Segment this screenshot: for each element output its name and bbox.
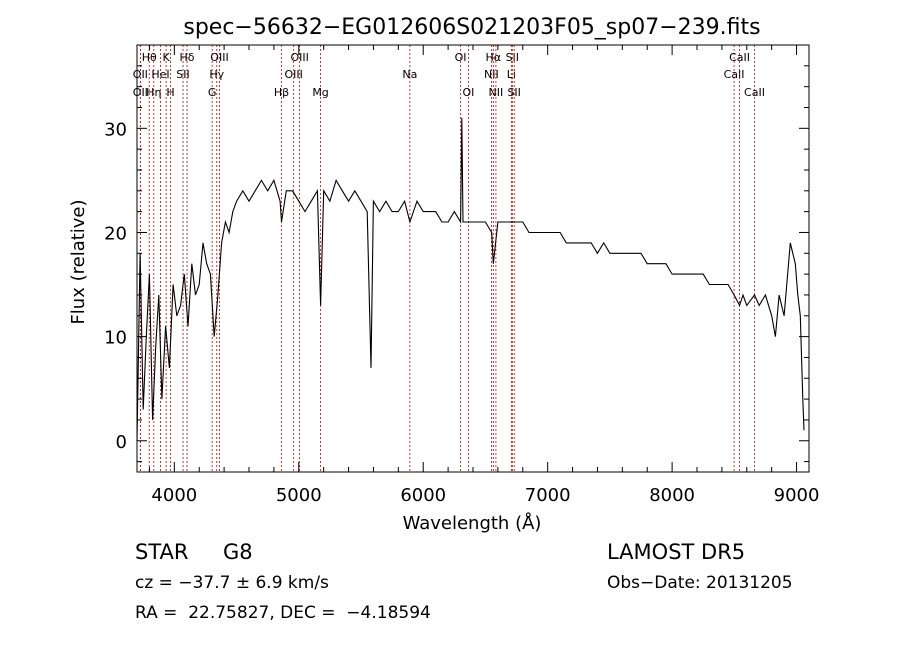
line-label: CaII [744, 86, 765, 99]
line-label: OIII [290, 51, 308, 64]
x-tick-label: 9000 [774, 485, 820, 506]
line-label: Hα [486, 51, 502, 64]
x-tick-label: 8000 [649, 485, 695, 506]
line-label: SII [507, 86, 520, 99]
y-tick-label: 10 [104, 328, 127, 349]
line-label: H [166, 86, 174, 99]
line-label: Li [507, 68, 516, 81]
x-tick-label: 4000 [151, 485, 197, 506]
line-label: NII [484, 68, 499, 81]
observation-date: Obs−Date: 20131205 [607, 573, 793, 593]
line-label: CaII [724, 68, 745, 81]
line-label: OIII [284, 68, 302, 81]
line-label: SII [176, 68, 189, 81]
plot-frame [136, 44, 810, 473]
spectral-line-markers: OIIOIIHθHηHeIKHSIIHδGHγOIIIHβOIIIOIIIMgN… [133, 45, 765, 472]
line-label: Mg [312, 86, 328, 99]
coordinates: RA = 22.75827, DEC = −4.18594 [135, 603, 431, 623]
line-label: OI [462, 86, 474, 99]
line-label: NII [489, 86, 504, 99]
line-label: SII [506, 51, 519, 64]
line-label: OIII [210, 51, 228, 64]
data-release: LAMOST DR5 [607, 540, 746, 564]
x-tick-label: 5000 [276, 485, 322, 506]
line-label: Hβ [274, 86, 289, 99]
line-label: Hθ [142, 51, 157, 64]
line-label: G [208, 86, 217, 99]
axes: 4000 5000 6000 7000 8000 9000 0 10 20 30 [104, 45, 819, 506]
object-class: STAR [135, 540, 189, 564]
line-label: CaII [729, 51, 750, 64]
object-subclass: G8 [223, 540, 253, 564]
line-label: Hη [146, 86, 161, 99]
y-tick-label: 20 [104, 223, 127, 244]
line-label: HeI [151, 68, 169, 81]
spectrum-series [136, 117, 805, 441]
y-tick-label: 0 [116, 432, 127, 453]
chart-title: spec−56632−EG012606S021203F05_sp07−239.f… [183, 15, 760, 40]
x-axis-label: Wavelength (Å) [403, 512, 542, 534]
line-label: OI [455, 51, 467, 64]
line-label: Hδ [180, 51, 195, 64]
line-label: OII [133, 68, 148, 81]
redshift-readout: cz = −37.7 ± 6.9 km/s [135, 573, 329, 593]
y-tick-label: 30 [104, 119, 127, 140]
line-label: Na [402, 68, 417, 81]
line-label: Hγ [209, 68, 224, 81]
x-tick-label: 6000 [400, 485, 446, 506]
x-tick-label: 7000 [525, 485, 571, 506]
spectrum-line [136, 117, 805, 441]
line-label: K [163, 51, 171, 64]
y-axis-label: Flux (relative) [68, 199, 89, 324]
